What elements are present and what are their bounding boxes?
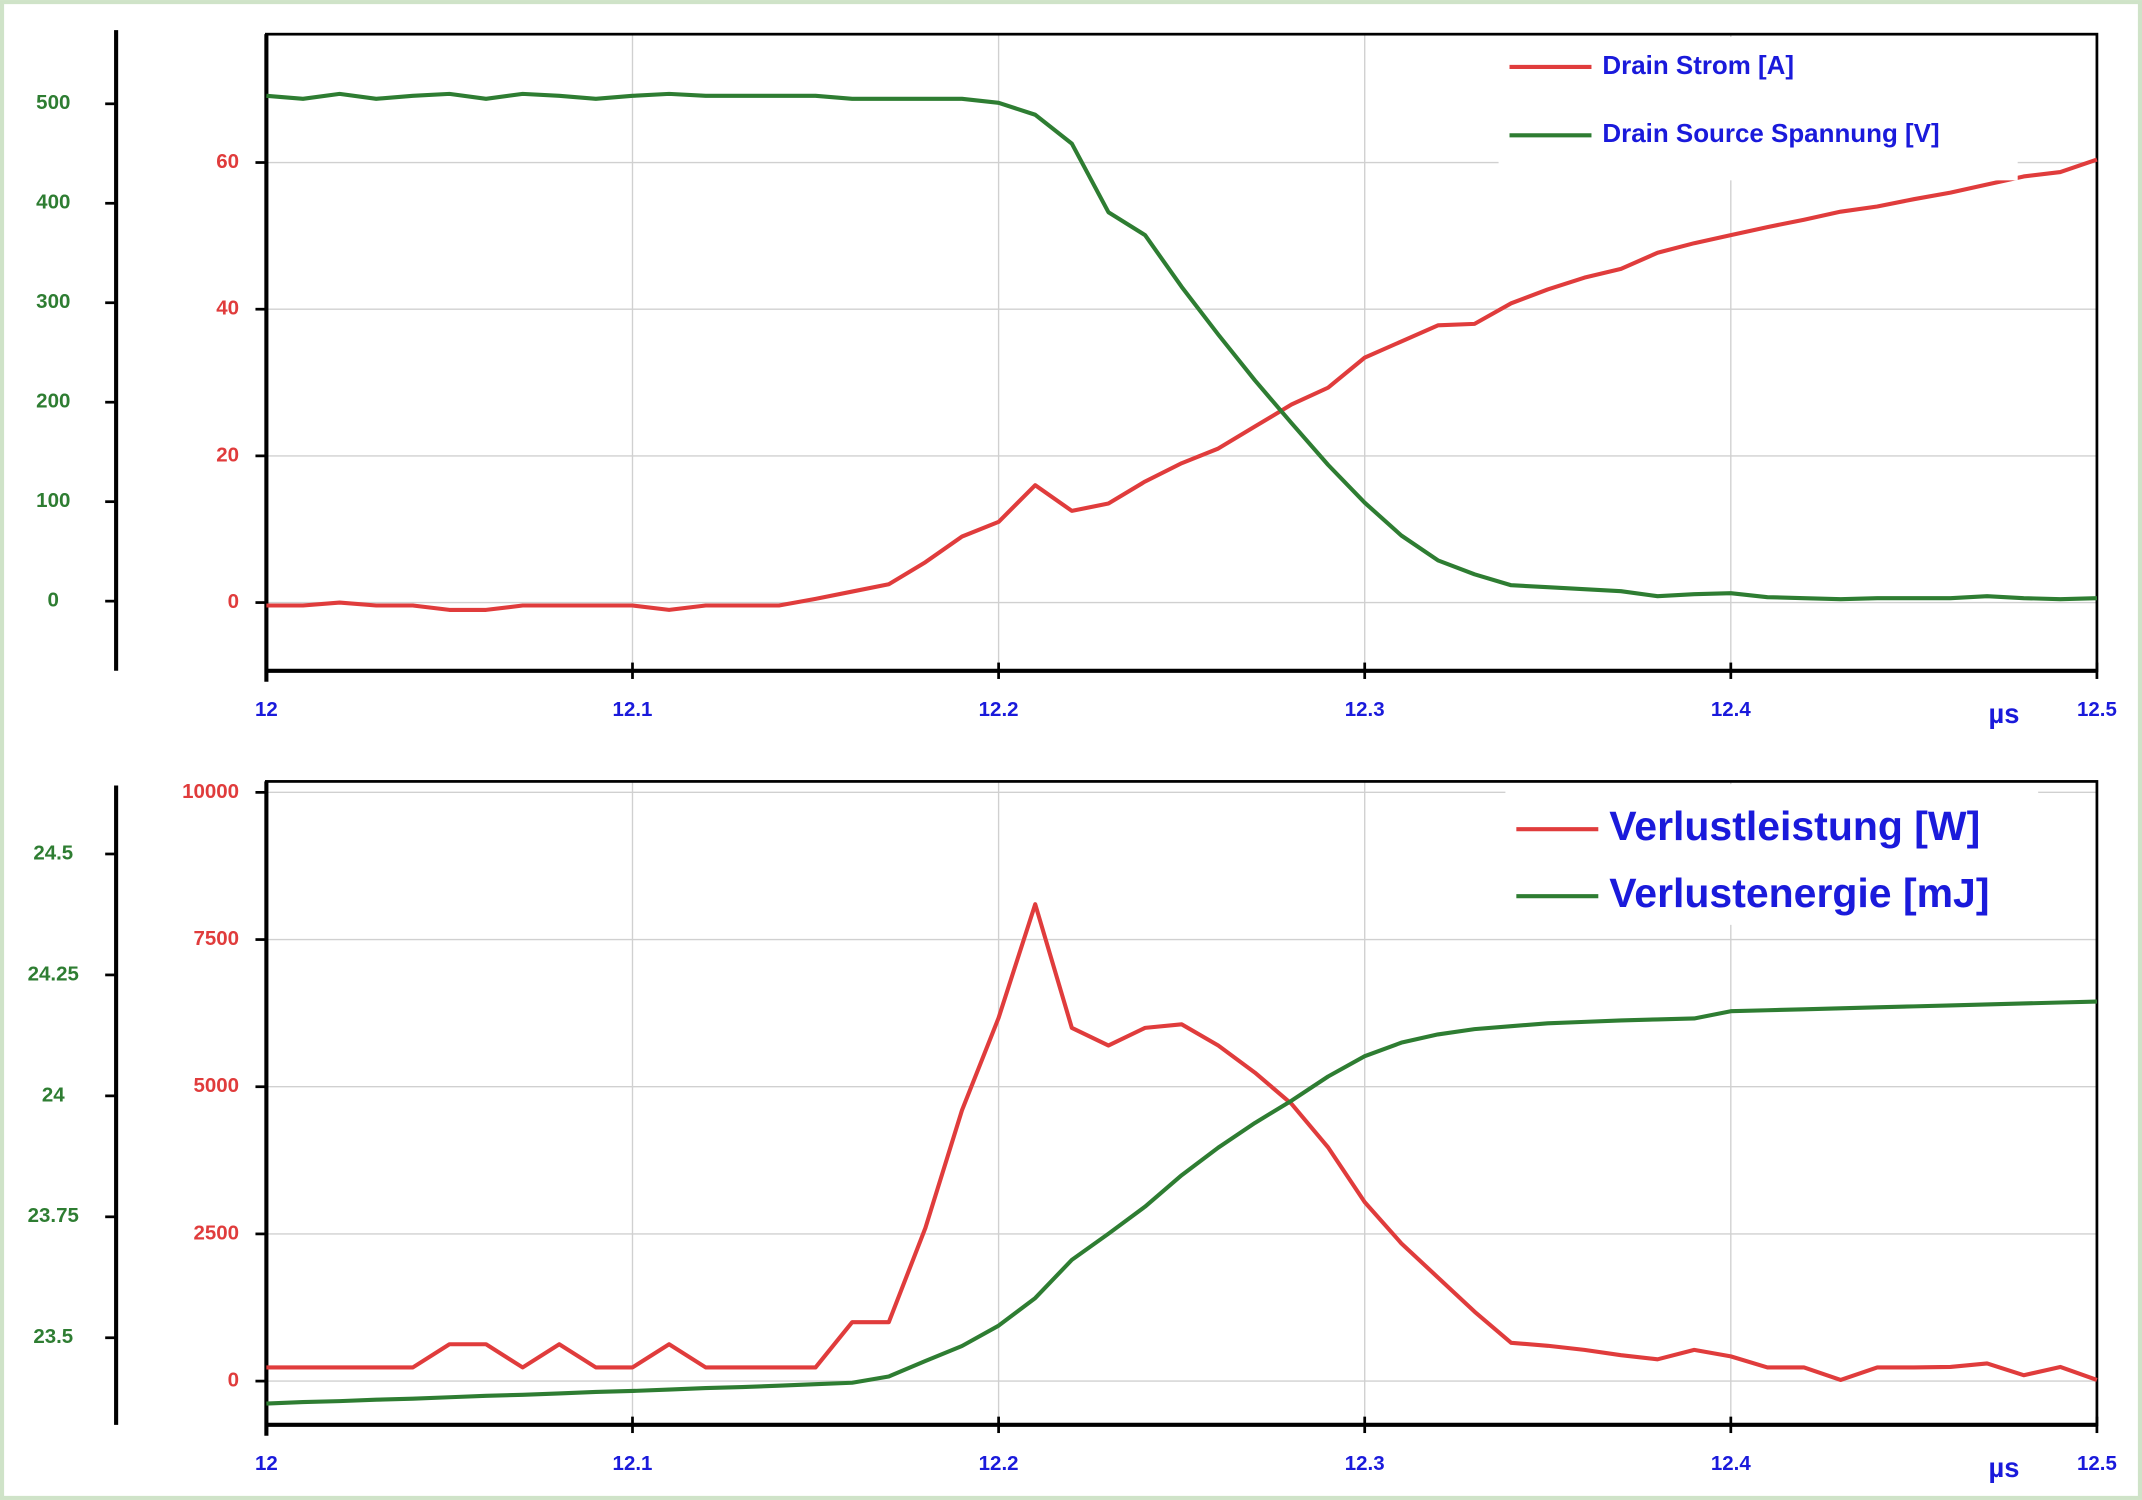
y2-tick-label: 23.5 bbox=[33, 1325, 73, 1348]
y2-tick-label: 400 bbox=[36, 191, 70, 214]
x-tick-label: 12.2 bbox=[979, 1452, 1019, 1475]
legend-label: Drain Strom [A] bbox=[1602, 52, 1794, 80]
legend-label: Verlustleistung [W] bbox=[1609, 803, 1980, 849]
x-axis-label: µs bbox=[1989, 698, 2020, 729]
x-tick-label: 12.5 bbox=[2077, 1452, 2117, 1475]
y-tick-label: 40 bbox=[216, 297, 239, 320]
y-tick-label: 0 bbox=[228, 1369, 239, 1392]
y-tick-label: 2500 bbox=[193, 1221, 239, 1244]
series-line bbox=[266, 157, 2098, 612]
y2-tick-label: 24.5 bbox=[33, 841, 73, 864]
y-tick-label: 0 bbox=[228, 590, 239, 613]
x-tick-label: 12.1 bbox=[613, 1452, 653, 1475]
legend-box bbox=[1505, 784, 2039, 925]
x-tick-label: 12 bbox=[255, 1452, 278, 1475]
legend-label: Drain Source Spannung [V] bbox=[1602, 120, 1939, 148]
x-tick-label: 12.5 bbox=[2077, 698, 2117, 721]
legend-box bbox=[1498, 36, 2018, 181]
x-tick-label: 12 bbox=[255, 698, 278, 721]
series-line bbox=[266, 999, 2097, 1406]
y-tick-label: 20 bbox=[216, 443, 239, 466]
series-line bbox=[266, 902, 2098, 1382]
y2-tick-label: 100 bbox=[36, 489, 70, 512]
y2-tick-label: 200 bbox=[36, 390, 70, 413]
x-tick-label: 12.4 bbox=[1711, 1452, 1751, 1475]
x-tick-label: 12.3 bbox=[1345, 698, 1385, 721]
legend-label: Verlustenergie [mJ] bbox=[1609, 870, 1989, 916]
y-tick-label: 60 bbox=[216, 150, 239, 173]
y2-tick-label: 23.75 bbox=[28, 1204, 79, 1227]
y-tick-label: 5000 bbox=[193, 1074, 239, 1097]
y2-tick-label: 300 bbox=[36, 290, 70, 313]
y2-tick-label: 0 bbox=[48, 589, 59, 612]
x-tick-label: 12.1 bbox=[613, 698, 653, 721]
series-line bbox=[266, 91, 2097, 602]
x-axis-label: µs bbox=[1989, 1452, 2020, 1483]
x-tick-label: 12.2 bbox=[979, 698, 1019, 721]
y2-tick-label: 24.25 bbox=[28, 962, 79, 985]
y2-tick-label: 24 bbox=[42, 1083, 65, 1106]
y-tick-label: 10000 bbox=[182, 780, 239, 803]
x-tick-label: 12.4 bbox=[1711, 698, 1751, 721]
y2-tick-label: 500 bbox=[36, 91, 70, 114]
x-tick-label: 12.3 bbox=[1345, 1452, 1385, 1475]
y-tick-label: 7500 bbox=[193, 927, 239, 950]
